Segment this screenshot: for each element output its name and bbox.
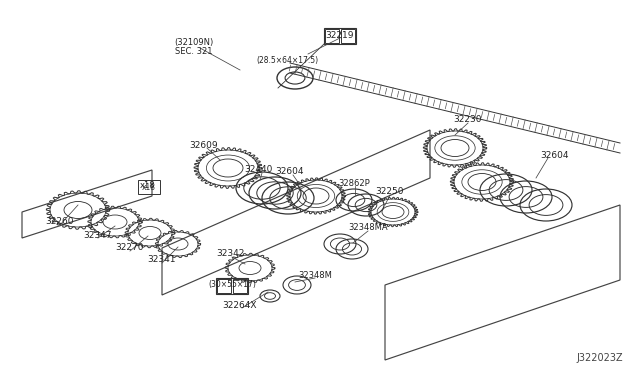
Text: 32230: 32230	[454, 115, 483, 125]
Bar	[325, 29, 339, 43]
Bar	[341, 29, 355, 43]
Text: x18: x18	[142, 183, 156, 192]
Text: 32604: 32604	[276, 167, 304, 176]
Text: 32341: 32341	[148, 256, 176, 264]
Text: 32264X: 32264X	[223, 301, 257, 310]
Text: J322023Z: J322023Z	[577, 353, 623, 363]
Text: 32348M: 32348M	[298, 270, 332, 279]
Text: (30×55×17): (30×55×17)	[208, 280, 256, 289]
Text: SEC. 321: SEC. 321	[175, 48, 212, 57]
Text: 32250: 32250	[376, 187, 404, 196]
Text: 32862P: 32862P	[338, 179, 370, 187]
Text: x18: x18	[140, 182, 156, 190]
Text: 32342: 32342	[216, 250, 244, 259]
Text: (32109N): (32109N)	[174, 38, 214, 48]
Bar	[138, 180, 160, 194]
Bar	[233, 279, 247, 293]
Text: 32219: 32219	[326, 31, 355, 39]
Text: 32440: 32440	[244, 166, 272, 174]
Text: 32604: 32604	[541, 151, 569, 160]
Text: 32270: 32270	[116, 244, 144, 253]
Text: 32609: 32609	[189, 141, 218, 150]
Text: 32348MA: 32348MA	[348, 224, 388, 232]
Bar	[216, 278, 248, 294]
Bar	[324, 28, 356, 44]
Text: (28.5×64×17.5): (28.5×64×17.5)	[256, 55, 318, 64]
Text: 32347: 32347	[84, 231, 112, 240]
Text: 32260: 32260	[45, 218, 74, 227]
Bar	[217, 279, 231, 293]
